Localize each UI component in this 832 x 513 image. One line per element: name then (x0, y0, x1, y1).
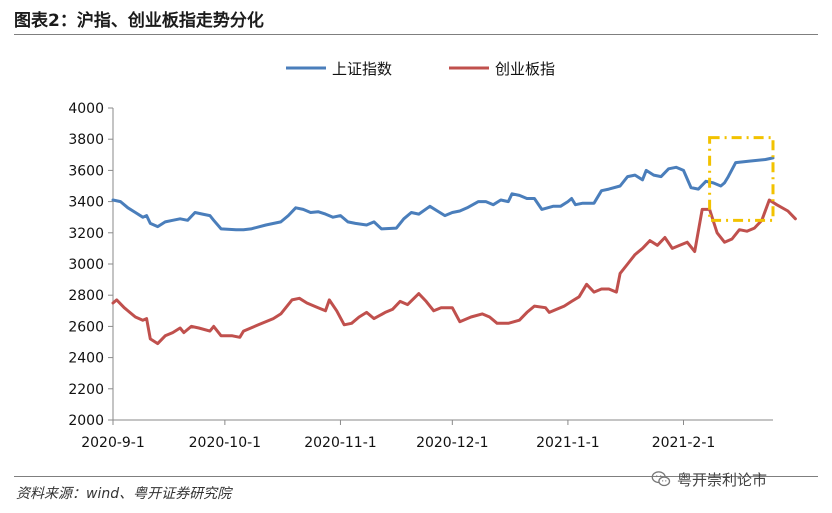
legend-label: 上证指数 (332, 60, 392, 78)
watermark-text: 粤开崇利论市 (677, 470, 768, 489)
y-tick-label: 2400 (68, 351, 104, 367)
top-divider (14, 34, 818, 35)
y-tick-label: 3400 (68, 195, 104, 211)
y-tick-label: 3200 (68, 226, 104, 242)
y-tick-label: 4000 (68, 101, 104, 117)
y-tick-label: 2800 (68, 288, 104, 304)
page-title: 图表2：沪指、创业板指走势分化 (14, 11, 264, 31)
chart-axes: 2000 2200 2400 2600 2800 3000 3200 3400 3600 3800… (68, 101, 773, 451)
y-tick-label: 2000 (68, 413, 104, 429)
series-line-shanghai (111, 156, 775, 232)
y-tick-label: 3600 (68, 163, 104, 179)
chart-series (111, 156, 797, 346)
x-tick-label: 2020-11-1 (304, 435, 376, 451)
legend-label: 创业板指 (495, 60, 555, 78)
x-tick-label: 2020-9-1 (81, 435, 145, 451)
source-note: 资料来源：wind、粤开证券研究院 (16, 486, 232, 502)
wechat-icon (651, 471, 671, 487)
y-tick-label: 3000 (68, 257, 104, 273)
x-tick-label: 2021-2-1 (652, 435, 716, 451)
y-tick-label: 2200 (68, 382, 104, 398)
bottom-divider (14, 476, 818, 477)
y-tick-label: 3800 (68, 132, 104, 148)
x-tick-label: 2021-1-1 (536, 435, 600, 451)
highlight-rect (708, 136, 775, 222)
watermark: 粤开崇利论市 (650, 466, 767, 492)
series-line-chinext (111, 198, 797, 346)
x-tick-label: 2020-10-1 (189, 435, 261, 451)
line-chart: 上证指数 创业板指 2000 2200 2400 2600 2800 3000 3200 340… (68, 60, 797, 451)
chart-legend: 上证指数 创业板指 (286, 60, 555, 78)
x-tick-label: 2020-12-1 (416, 435, 488, 451)
highlight-box (708, 136, 775, 222)
y-tick-label: 2600 (68, 319, 104, 335)
